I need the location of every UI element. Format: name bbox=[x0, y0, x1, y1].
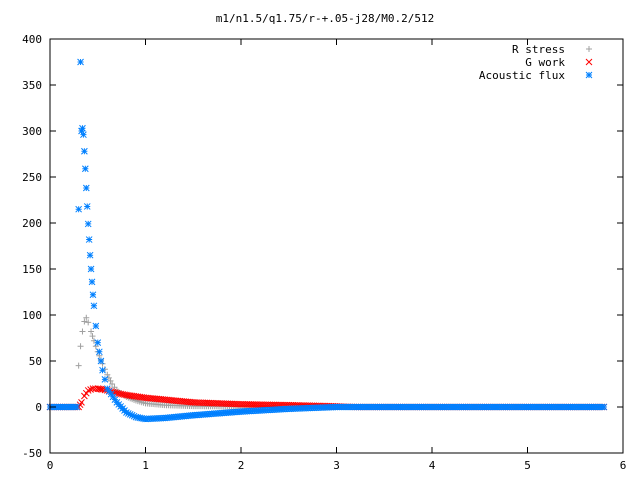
data-point bbox=[124, 410, 132, 417]
data-point bbox=[111, 396, 119, 403]
data-point bbox=[81, 147, 88, 155]
data-point bbox=[101, 376, 109, 383]
data-point bbox=[92, 322, 100, 330]
y-tick-label: 250 bbox=[22, 171, 42, 184]
data-point bbox=[103, 385, 111, 392]
data-point bbox=[75, 205, 83, 213]
data-point bbox=[80, 131, 87, 139]
data-point bbox=[128, 411, 136, 419]
data-point bbox=[79, 124, 86, 132]
data-point bbox=[126, 411, 134, 418]
x-tick-label: 1 bbox=[142, 459, 149, 472]
legend-label: Acoustic flux bbox=[479, 69, 565, 82]
data-point bbox=[109, 393, 117, 401]
data-point bbox=[87, 265, 95, 273]
data-point bbox=[89, 385, 97, 392]
y-tick-label: -50 bbox=[22, 447, 42, 460]
plot-marks bbox=[46, 58, 608, 423]
data-point bbox=[77, 343, 84, 350]
data-point bbox=[79, 328, 86, 335]
data-point bbox=[73, 403, 81, 411]
data-point bbox=[111, 384, 118, 391]
x-tick-label: 3 bbox=[333, 459, 340, 472]
data-point bbox=[86, 251, 94, 259]
data-point bbox=[109, 381, 116, 387]
data-point bbox=[81, 318, 88, 325]
data-point bbox=[123, 409, 130, 416]
x-tick-label: 2 bbox=[238, 459, 245, 472]
axes: -50 0 50 100 150 200 250 300 350 400 0 1 2 3 4 5 6 bbox=[22, 33, 626, 472]
data-point bbox=[130, 412, 138, 420]
data-point bbox=[600, 403, 608, 411]
chart-title: m1/n1.5/q1.75/r-+.05-j28/M0.2/512 bbox=[216, 12, 435, 25]
data-point bbox=[85, 236, 93, 243]
y-tick-label: 100 bbox=[22, 309, 42, 322]
x-tick-label: 5 bbox=[524, 459, 531, 472]
y-tick-label: 350 bbox=[22, 79, 42, 92]
legend-label: G work bbox=[525, 56, 565, 69]
data-point bbox=[99, 366, 106, 374]
data-point bbox=[97, 357, 105, 365]
y-tick-label: 0 bbox=[35, 401, 42, 414]
data-point bbox=[89, 291, 97, 299]
y-tick-label: 50 bbox=[29, 355, 42, 368]
series-acoustic-flux bbox=[46, 58, 608, 423]
legend-marker bbox=[586, 46, 592, 52]
data-point bbox=[81, 165, 89, 173]
data-point bbox=[107, 377, 114, 384]
x-tick-label: 6 bbox=[620, 459, 627, 472]
data-point bbox=[95, 348, 103, 356]
data-point bbox=[97, 385, 105, 393]
data-point bbox=[77, 58, 84, 66]
y-tick-label: 400 bbox=[22, 33, 42, 46]
y-tick-label: 150 bbox=[22, 263, 42, 276]
x-tick-label: 4 bbox=[429, 459, 436, 472]
data-point bbox=[105, 388, 113, 395]
data-point bbox=[85, 319, 92, 326]
data-point bbox=[84, 220, 92, 228]
data-point bbox=[89, 333, 96, 340]
data-point bbox=[83, 314, 90, 321]
data-point bbox=[83, 203, 91, 210]
data-point bbox=[94, 339, 102, 346]
legend-marker bbox=[585, 71, 593, 79]
legend-label: R stress bbox=[512, 43, 565, 56]
data-point bbox=[107, 390, 115, 398]
data-point bbox=[88, 278, 96, 286]
data-point bbox=[90, 302, 98, 310]
legend-marker bbox=[585, 58, 593, 66]
data-point bbox=[75, 362, 82, 369]
data-point bbox=[82, 184, 90, 192]
data-point bbox=[78, 127, 85, 135]
y-tick-label: 300 bbox=[22, 125, 42, 138]
y-tick-label: 200 bbox=[22, 217, 42, 230]
x-tick-label: 0 bbox=[47, 459, 54, 472]
data-point bbox=[88, 328, 95, 335]
